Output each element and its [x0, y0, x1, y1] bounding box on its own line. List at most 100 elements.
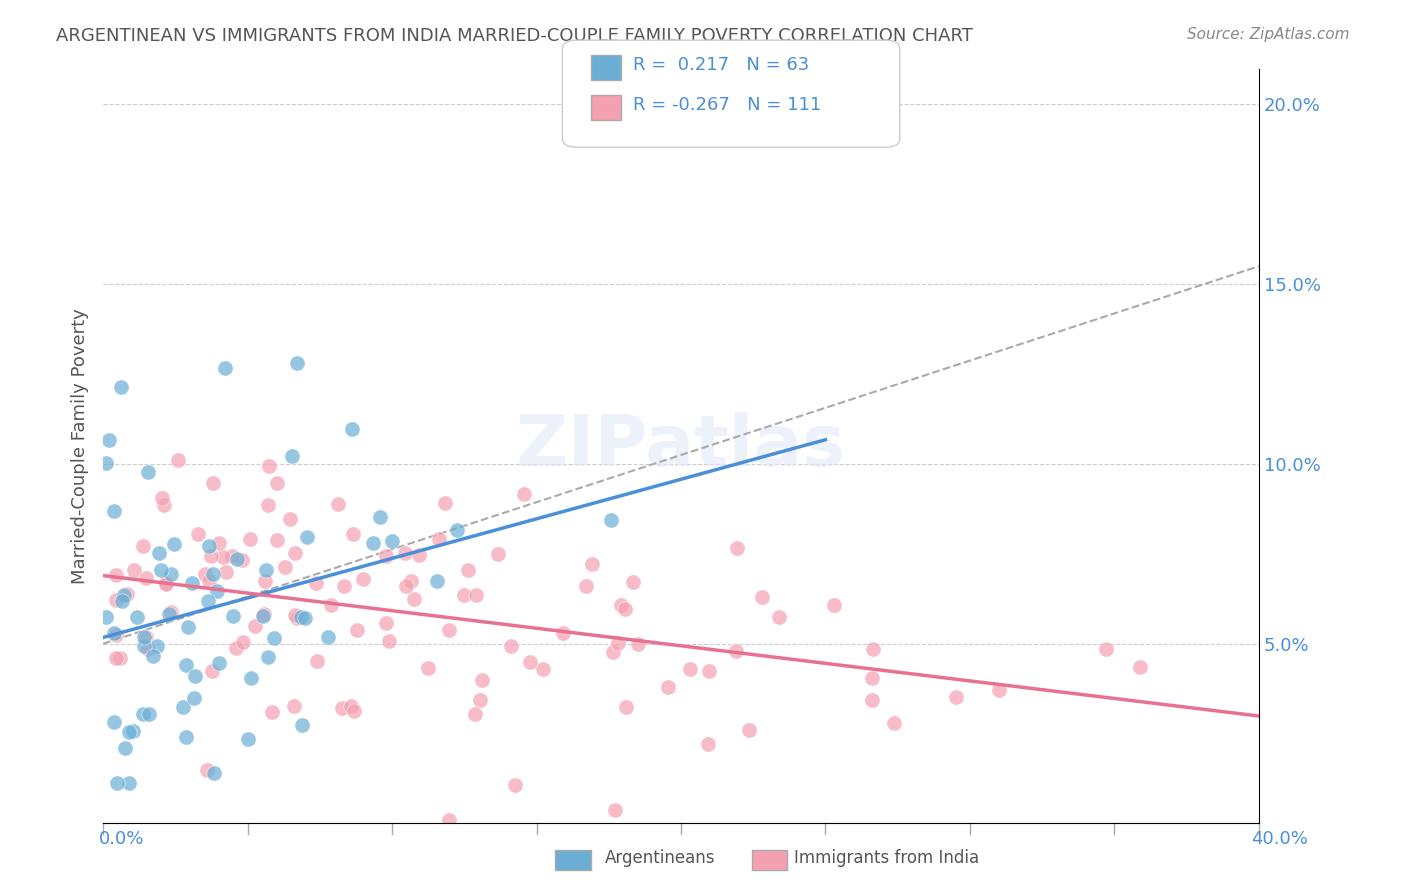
Point: [294, 611, 316, 625]
Point: [257, 498, 280, 512]
Point: [697, 664, 720, 678]
Point: [395, 579, 418, 593]
Text: ARGENTINEAN VS IMMIGRANTS FROM INDIA MARRIED-COUPLE FAMILY POVERTY CORRELATION C: ARGENTINEAN VS IMMIGRANTS FROM INDIA MAR…: [56, 27, 973, 45]
Point: [679, 662, 702, 676]
Point: [285, 611, 308, 625]
Point: [437, 623, 460, 637]
Point: [117, 587, 139, 601]
Point: [222, 609, 245, 624]
Point: [134, 640, 156, 654]
Point: [160, 605, 183, 619]
Point: [215, 565, 238, 579]
Point: [621, 574, 644, 589]
Point: [117, 775, 139, 789]
Point: [184, 669, 207, 683]
Point: [614, 700, 637, 714]
Point: [860, 671, 883, 685]
Point: [97, 434, 120, 448]
Point: [368, 510, 391, 524]
Point: [138, 706, 160, 721]
Point: [111, 594, 134, 608]
Point: [290, 609, 312, 624]
Point: [399, 574, 422, 589]
Point: [153, 498, 176, 512]
Point: [176, 657, 198, 672]
Point: [316, 630, 339, 644]
Point: [105, 593, 128, 607]
Point: [135, 571, 157, 585]
Point: [131, 540, 153, 554]
Point: [346, 623, 368, 637]
Point: [150, 491, 173, 505]
Point: [257, 649, 280, 664]
Point: [305, 575, 328, 590]
Point: [453, 588, 475, 602]
Point: [197, 594, 219, 608]
Point: [263, 631, 285, 645]
Point: [603, 803, 626, 817]
Point: [751, 590, 773, 604]
Point: [307, 654, 329, 668]
Point: [987, 682, 1010, 697]
Point: [319, 599, 342, 613]
Point: [146, 640, 169, 654]
Point: [125, 610, 148, 624]
Point: [136, 465, 159, 479]
Point: [330, 701, 353, 715]
Point: [254, 563, 277, 577]
Point: [135, 630, 157, 644]
Point: [205, 584, 228, 599]
Point: [236, 731, 259, 746]
Point: [883, 716, 905, 731]
Point: [352, 572, 374, 586]
Point: [104, 628, 127, 642]
Point: [464, 706, 486, 721]
Point: [427, 533, 450, 547]
Point: [574, 579, 596, 593]
Point: [225, 551, 247, 566]
Text: Argentineans: Argentineans: [605, 849, 716, 867]
Point: [602, 645, 624, 659]
Point: [446, 523, 468, 537]
Point: [103, 504, 125, 518]
Point: [505, 779, 527, 793]
Point: [737, 723, 759, 737]
Point: [551, 625, 574, 640]
Point: [257, 459, 280, 474]
Point: [725, 644, 748, 658]
Point: [149, 563, 172, 577]
Point: [862, 642, 884, 657]
Point: [132, 706, 155, 721]
Point: [225, 640, 247, 655]
Point: [202, 765, 225, 780]
Point: [136, 642, 159, 657]
Point: [426, 574, 449, 588]
Point: [416, 660, 439, 674]
Point: [166, 453, 188, 467]
Point: [606, 636, 628, 650]
Point: [195, 763, 218, 777]
Point: [697, 737, 720, 751]
Text: R =  0.217   N = 63: R = 0.217 N = 63: [633, 56, 808, 74]
Point: [194, 566, 217, 581]
Point: [657, 680, 679, 694]
Point: [266, 476, 288, 491]
Point: [155, 576, 177, 591]
Point: [408, 548, 430, 562]
Point: [333, 579, 356, 593]
Point: [180, 575, 202, 590]
Point: [291, 718, 314, 732]
Point: [148, 546, 170, 560]
Point: [1095, 642, 1118, 657]
Point: [274, 560, 297, 574]
Point: [768, 610, 790, 624]
Point: [457, 563, 479, 577]
Point: [281, 450, 304, 464]
Point: [266, 533, 288, 548]
Text: R = -0.267   N = 111: R = -0.267 N = 111: [633, 96, 821, 114]
Point: [198, 574, 221, 588]
Point: [104, 650, 127, 665]
Point: [239, 533, 262, 547]
Point: [142, 648, 165, 663]
Point: [172, 699, 194, 714]
